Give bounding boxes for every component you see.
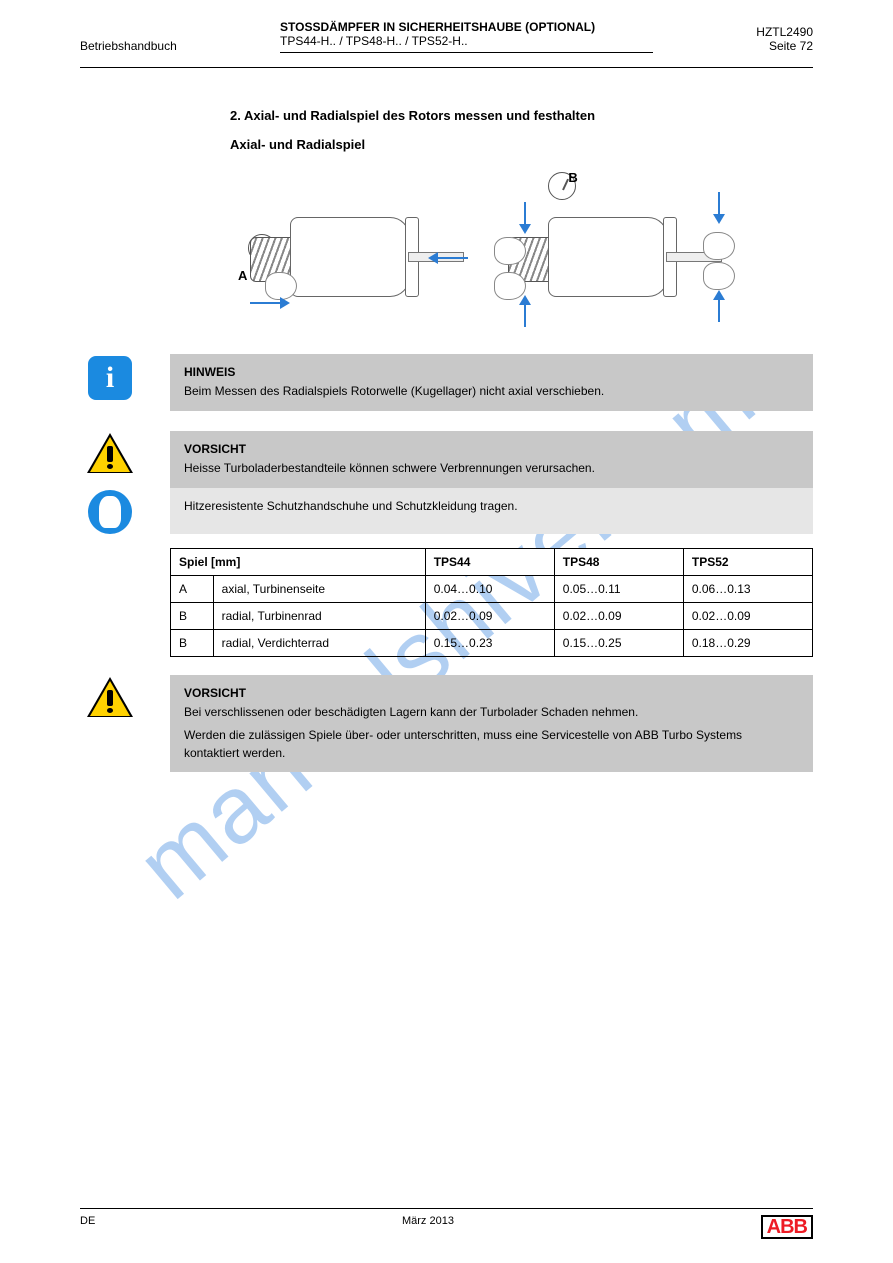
caution-body: VORSICHT Heisse Turboladerbestandteile k… <box>170 431 813 488</box>
caution2-line1: Bei verschlissenen oder beschädigten Lag… <box>184 704 799 721</box>
clearance-table: Spiel [mm] TPS44 TPS48 TPS52 A axial, Tu… <box>170 548 813 657</box>
cell: 0.06…0.13 <box>683 575 812 602</box>
caution-callout: VORSICHT Heisse Turboladerbestandteile k… <box>80 431 813 488</box>
info-icon: i <box>88 356 132 400</box>
page-header: Betriebshandbuch STOSSDÄMPFER IN SICHERH… <box>0 0 893 59</box>
caution-icon <box>87 433 133 475</box>
col-tps48: TPS48 <box>554 548 683 575</box>
caution-icon-wrapper <box>80 431 140 488</box>
ppe-icon-wrapper <box>80 488 140 534</box>
info-callout: i HINWEIS Beim Messen des Radialspiels R… <box>80 354 813 411</box>
main-content: 2. Axial- und Radialspiel des Rotors mes… <box>0 108 893 772</box>
info-text: Beim Messen des Radialspiels Rotorwelle … <box>184 384 604 398</box>
diagram-row: A B <box>230 162 750 342</box>
caution-title: VORSICHT <box>184 441 799 458</box>
table-row: A axial, Turbinenseite 0.04…0.10 0.05…0.… <box>171 575 813 602</box>
cell: 0.02…0.09 <box>554 602 683 629</box>
cell: B <box>171 602 214 629</box>
label-a: A <box>238 268 247 283</box>
arrow-icon <box>524 202 526 232</box>
cell: 0.02…0.09 <box>425 602 554 629</box>
cell: axial, Turbinenseite <box>213 575 425 602</box>
header-pagenum: Seite 72 <box>693 39 813 53</box>
info-icon-wrapper: i <box>80 354 140 411</box>
label-b: B <box>568 170 577 185</box>
cell: 0.02…0.09 <box>683 602 812 629</box>
header-manual-type: Betriebshandbuch <box>80 39 280 53</box>
hand-icon <box>703 232 735 260</box>
hand-icon <box>703 262 735 290</box>
table-header-row: Spiel [mm] TPS44 TPS48 TPS52 <box>171 548 813 575</box>
cell: radial, Verdichterrad <box>213 629 425 656</box>
table-body: A axial, Turbinenseite 0.04…0.10 0.05…0.… <box>171 575 813 656</box>
turbo-body-icon <box>548 217 668 297</box>
header-center: STOSSDÄMPFER IN SICHERHEITSHAUBE (OPTION… <box>280 20 653 53</box>
cell: radial, Turbinenrad <box>213 602 425 629</box>
header-rule <box>80 67 813 68</box>
diagram-axial: A <box>230 162 485 342</box>
arrow-icon <box>718 192 720 222</box>
table-row: B radial, Turbinenrad 0.02…0.09 0.02…0.0… <box>171 602 813 629</box>
arrow-icon <box>718 292 720 322</box>
table-row: B radial, Verdichterrad 0.15…0.23 0.15…0… <box>171 629 813 656</box>
cell: 0.04…0.10 <box>425 575 554 602</box>
caution2-title: VORSICHT <box>184 685 799 702</box>
gloves-icon <box>88 490 132 534</box>
footer-date: März 2013 <box>402 1215 454 1239</box>
col-spiel: Spiel [mm] <box>171 548 426 575</box>
header-title: STOSSDÄMPFER IN SICHERHEITSHAUBE (OPTION… <box>280 20 653 34</box>
info-title: HINWEIS <box>184 364 799 381</box>
footer-lang: DE <box>80 1215 95 1239</box>
caution2-callout: VORSICHT Bei verschlissenen oder beschäd… <box>80 675 813 773</box>
section-title: 2. Axial- und Radialspiel des Rotors mes… <box>230 108 813 123</box>
ppe-body: Hitzeresistente Schutzhandschuhe und Sch… <box>170 488 813 534</box>
cell: A <box>171 575 214 602</box>
col-tps52: TPS52 <box>683 548 812 575</box>
arrow-icon <box>430 257 468 259</box>
turbo-body-icon <box>290 217 410 297</box>
ppe-callout: Hitzeresistente Schutzhandschuhe und Sch… <box>80 488 813 534</box>
caution-icon <box>87 677 133 719</box>
cell: 0.05…0.11 <box>554 575 683 602</box>
ppe-text: Hitzeresistente Schutzhandschuhe und Sch… <box>184 499 518 513</box>
cell: 0.15…0.25 <box>554 629 683 656</box>
caution2-body: VORSICHT Bei verschlissenen oder beschäd… <box>170 675 813 773</box>
caution2-line2: Werden die zulässigen Spiele über- oder … <box>184 727 799 762</box>
cell: 0.18…0.29 <box>683 629 812 656</box>
header-model: TPS44-H.. / TPS48-H.. / TPS52-H.. <box>280 34 653 48</box>
abb-logo: ABB <box>761 1215 813 1239</box>
info-body: HINWEIS Beim Messen des Radialspiels Rot… <box>170 354 813 411</box>
arrow-icon <box>250 302 288 304</box>
diagram-radial: B <box>488 162 743 342</box>
section-subtitle: Axial- und Radialspiel <box>230 137 813 152</box>
header-docnum: HZTL2490 <box>693 25 813 39</box>
caution2-icon-wrapper <box>80 675 140 773</box>
cell: 0.15…0.23 <box>425 629 554 656</box>
arrow-icon <box>524 297 526 327</box>
header-left: Betriebshandbuch <box>80 39 280 53</box>
page-footer: DE März 2013 ABB <box>80 1208 813 1239</box>
hand-icon <box>265 272 297 300</box>
caution-text: Heisse Turboladerbestandteile können sch… <box>184 461 595 475</box>
col-tps44: TPS44 <box>425 548 554 575</box>
cell: B <box>171 629 214 656</box>
header-right: HZTL2490 Seite 72 <box>693 25 813 53</box>
